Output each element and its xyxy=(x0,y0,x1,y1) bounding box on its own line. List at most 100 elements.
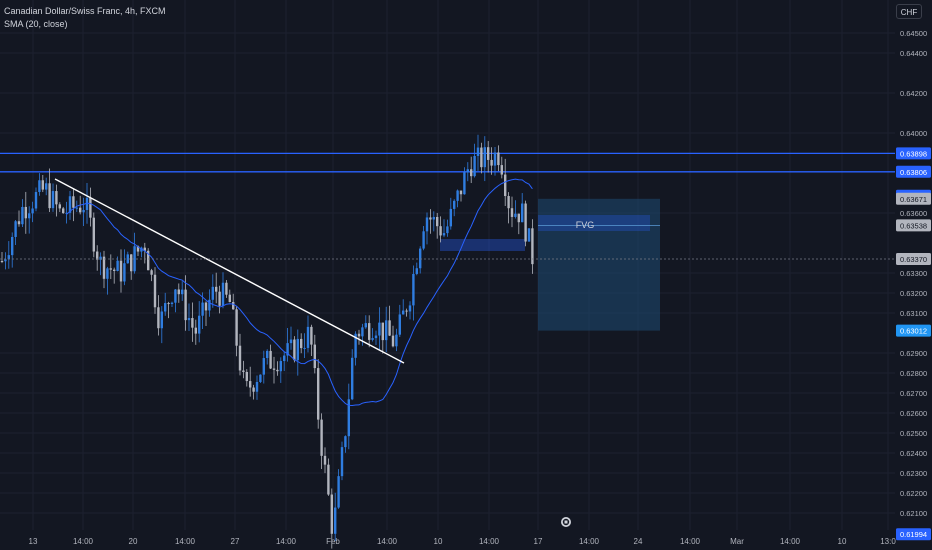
candle-body xyxy=(14,221,17,237)
currency-button[interactable]: CHF xyxy=(896,4,922,19)
candle-body xyxy=(405,310,408,312)
price-label: 0.63806 xyxy=(896,165,931,178)
fvg-label: FVG xyxy=(576,220,595,230)
candle-body xyxy=(286,343,289,356)
candle-body xyxy=(340,447,344,477)
candle-body xyxy=(198,315,201,334)
candle-body xyxy=(170,302,174,305)
y-tick-label: 0.62700 xyxy=(900,389,927,398)
y-tick-label: 0.62600 xyxy=(900,409,927,418)
candle-body xyxy=(7,255,10,260)
candle-body xyxy=(419,248,422,269)
candle-body xyxy=(439,226,442,236)
candle-body xyxy=(24,206,27,219)
candle-body xyxy=(279,361,282,372)
x-tick-label: 17 xyxy=(534,537,543,546)
candle-body xyxy=(150,270,153,275)
candle-body xyxy=(330,494,333,534)
x-tick-label: 13:0 xyxy=(880,537,896,546)
candle-body xyxy=(493,152,497,166)
svg-text:0.63012: 0.63012 xyxy=(900,327,927,336)
y-tick-label: 0.62200 xyxy=(900,489,927,498)
candle-body xyxy=(99,256,102,260)
candle-body xyxy=(136,246,140,252)
candle-body xyxy=(133,246,136,272)
candle-body xyxy=(153,274,157,308)
candle-body xyxy=(364,323,367,328)
candle-body xyxy=(140,247,143,252)
candle-body xyxy=(215,286,218,292)
candle-body xyxy=(126,254,129,264)
candle-body xyxy=(38,180,41,193)
candle-body xyxy=(177,289,180,295)
candle-body xyxy=(351,357,354,400)
candle-body xyxy=(123,263,126,282)
candle-body xyxy=(249,381,252,388)
candle-body xyxy=(476,147,480,156)
candle-body xyxy=(514,213,517,217)
candle-body xyxy=(374,335,378,339)
fvg-zone-origin[interactable] xyxy=(440,239,525,251)
candle-body xyxy=(187,318,191,321)
candle-body xyxy=(425,217,429,232)
x-tick-label: 14:00 xyxy=(276,537,297,546)
candle-body xyxy=(412,273,415,306)
x-tick-label: 14:00 xyxy=(780,537,801,546)
candle-body xyxy=(388,320,391,336)
candle-body xyxy=(72,196,75,208)
y-tick-label: 0.64200 xyxy=(900,89,927,98)
candle-body xyxy=(527,228,531,242)
svg-text:0.63370: 0.63370 xyxy=(900,255,927,264)
go-to-realtime-icon[interactable] xyxy=(561,517,571,527)
candle-body xyxy=(487,147,490,160)
candle-body xyxy=(473,155,476,177)
candle-body xyxy=(92,217,95,252)
candle-body xyxy=(130,254,133,272)
x-tick-label: 10 xyxy=(838,537,847,546)
x-tick-label: 14:00 xyxy=(73,537,94,546)
candle-body xyxy=(55,191,58,205)
candle-body xyxy=(483,147,486,168)
trendline[interactable] xyxy=(54,178,405,364)
time-axis[interactable]: 13 14:00 20 14:00 27 14:00 Feb 14:00 10 14:00 17 14… xyxy=(29,537,897,546)
svg-text:0.63806: 0.63806 xyxy=(900,168,927,177)
candle-body xyxy=(232,302,235,310)
candle-body xyxy=(449,208,452,227)
candle-body xyxy=(255,381,259,392)
candle-body xyxy=(109,268,112,270)
candle-body xyxy=(497,152,500,166)
y-tick-label: 0.63200 xyxy=(900,289,927,298)
candle-body xyxy=(422,231,425,249)
indicator-label[interactable]: SMA (20, close) xyxy=(4,19,68,29)
x-tick-label: 14:00 xyxy=(579,537,600,546)
candle-body xyxy=(463,172,466,195)
candle-body xyxy=(262,358,265,375)
price-axis[interactable]: 0.64500 0.64400 0.64200 0.64000 0.63600 0.633… xyxy=(900,29,927,518)
candle-body xyxy=(106,268,109,279)
y-tick-label: 0.62800 xyxy=(900,369,927,378)
candle-body xyxy=(310,326,313,345)
candle-body xyxy=(96,251,99,260)
x-tick-label: 14:00 xyxy=(175,537,196,546)
candle-body xyxy=(344,436,347,448)
x-tick-label: 24 xyxy=(634,537,643,546)
candle-body xyxy=(157,307,160,329)
symbol-title[interactable]: Canadian Dollar/Swiss Franc, 4h, FXCM xyxy=(4,6,166,16)
candle-body xyxy=(228,294,231,303)
candle-body xyxy=(85,197,89,210)
target-zone[interactable] xyxy=(538,198,660,331)
candle-body xyxy=(531,228,534,265)
x-tick-label: 14:00 xyxy=(680,537,701,546)
price-label: 0.63538 xyxy=(896,219,931,232)
candle-body xyxy=(480,147,483,168)
candle-body xyxy=(41,180,44,190)
horizontal-levels[interactable] xyxy=(0,152,895,173)
candle-body xyxy=(323,455,327,465)
x-tick-label: 14:00 xyxy=(377,537,398,546)
y-tick-label: 0.63600 xyxy=(900,209,927,218)
candle-body xyxy=(446,226,449,234)
fvg-zone[interactable] xyxy=(538,215,650,231)
candle-body xyxy=(436,216,439,227)
candle-body xyxy=(184,289,187,321)
